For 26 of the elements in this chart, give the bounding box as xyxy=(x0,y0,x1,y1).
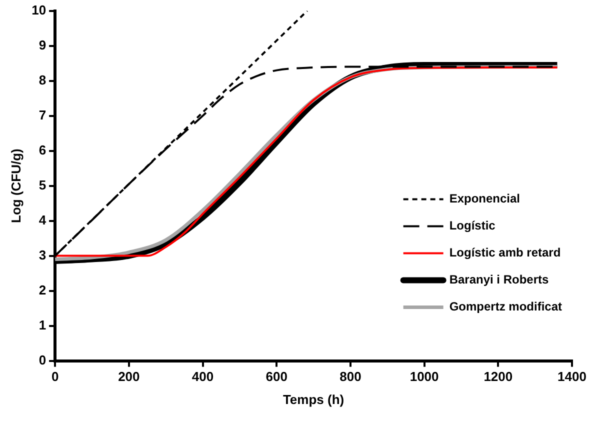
x-axis-title: Temps (h) xyxy=(282,392,344,407)
x-tick-label: 600 xyxy=(266,369,288,384)
x-tick-label: 1000 xyxy=(410,369,439,384)
y-tick-label: 4 xyxy=(38,212,47,228)
x-tick-label: 1200 xyxy=(484,369,513,384)
y-tick-label: 2 xyxy=(38,282,46,298)
x-tick-label: 400 xyxy=(192,369,214,384)
x-tick-label: 0 xyxy=(51,369,59,384)
legend-label: Gompertz modificat xyxy=(449,300,562,314)
x-tick-label: 200 xyxy=(118,369,140,384)
y-tick-label: 7 xyxy=(38,107,46,122)
y-tick-label: 0 xyxy=(38,352,46,368)
y-tick-label: 3 xyxy=(38,247,46,262)
x-tick-label: 1400 xyxy=(558,369,586,384)
y-tick-label: 8 xyxy=(38,72,46,88)
y-tick-label: 10 xyxy=(32,2,46,18)
y-tick-label: 1 xyxy=(38,317,46,332)
y-tick-label: 9 xyxy=(38,37,46,52)
x-tick-label: 800 xyxy=(340,369,362,384)
y-axis-title: Log (CFU/g) xyxy=(8,148,24,223)
legend-label: Logístic amb retard xyxy=(449,246,561,260)
legend-label: Logístic xyxy=(449,218,496,233)
y-tick-label: 5 xyxy=(38,177,46,192)
y-tick-label: 6 xyxy=(38,142,46,158)
legend-label: Exponencial xyxy=(449,192,520,206)
legend-label: Baranyi i Roberts xyxy=(449,272,550,287)
